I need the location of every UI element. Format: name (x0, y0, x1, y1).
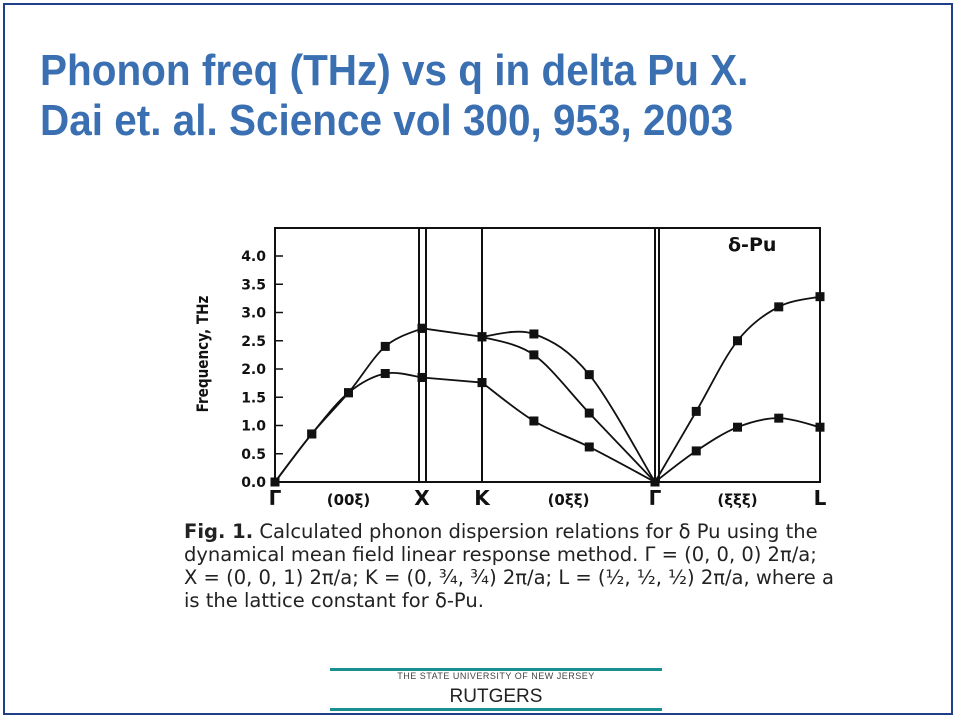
logo-bottom-rule (330, 708, 662, 711)
x-tick-label: (0ξξ) (548, 491, 590, 509)
data-point (691, 446, 701, 456)
dispersion-branch-2-2 (481, 381, 656, 483)
data-point (774, 413, 784, 423)
x-tick-label: X (414, 486, 430, 510)
caption-text: Calculated phonon dispersion relations f… (184, 520, 834, 612)
data-point (774, 302, 784, 312)
data-point (691, 406, 701, 416)
data-point (733, 336, 742, 346)
figure-caption: Fig. 1. Calculated phonon dispersion rel… (184, 520, 834, 612)
x-tick-label: (ξξξ) (717, 491, 757, 509)
data-point (529, 350, 539, 360)
rutgers-logo: THE STATE UNIVERSITY OF NEW JERSEY RUTGE… (330, 668, 662, 712)
data-point (417, 372, 427, 382)
logo-university-line: THE STATE UNIVERSITY OF NEW JERSEY (397, 671, 595, 681)
phonon-dispersion-chart: 4.0 3.5 3.0 2.5 2.0 1.5 1.0 0.5 0.0 Frequency, TH… (194, 227, 827, 510)
data-point (477, 378, 487, 388)
slide-title-line-1: Phonon freq (THz) vs q in delta Pu X. (40, 46, 749, 95)
y-tick-label: 0.0 (241, 475, 266, 491)
logo-top-rule (330, 668, 662, 671)
data-point (344, 388, 353, 398)
data-point (815, 292, 825, 302)
data-point (529, 329, 539, 339)
y-tick-label: 0.5 (241, 447, 266, 463)
data-point (529, 416, 539, 426)
plot-frame (274, 227, 821, 483)
x-tick-label: L (814, 486, 827, 510)
dispersion-branch-0-0 (274, 327, 423, 483)
data-point (380, 341, 390, 351)
x-tick-label: (00ξ) (327, 491, 370, 509)
dispersion-branch-1-0 (421, 327, 483, 338)
data-point (477, 332, 487, 342)
x-tick-label: Γ (269, 486, 282, 510)
data-point (733, 422, 742, 432)
y-axis-label: Frequency, THz (194, 296, 212, 413)
x-tick-label: Γ (649, 486, 662, 510)
y-tick-label: 4.0 (241, 249, 266, 265)
data-point (417, 323, 427, 333)
y-tick-label: 3.5 (241, 277, 266, 293)
data-point (584, 442, 594, 452)
y-tick-label: 3.0 (241, 306, 266, 322)
dispersion-branch-2-0 (481, 330, 656, 483)
y-tick-label: 2.0 (241, 362, 266, 378)
y-tick-label: 2.5 (241, 334, 266, 350)
x-tick-label: K (474, 486, 491, 510)
chart-annotation: δ-Pu (728, 234, 776, 256)
data-point (270, 477, 280, 487)
caption-lead: Fig. 1. (184, 520, 254, 543)
y-tick-label: 1.5 (241, 390, 266, 406)
data-point (584, 408, 594, 418)
data-point (307, 429, 317, 439)
y-tick-label: 1.0 (241, 419, 266, 435)
dispersion-branch-2-1 (481, 335, 656, 483)
logo-name: RUTGERS (449, 686, 543, 707)
data-point (380, 369, 390, 379)
slide-title: Phonon freq (THz) vs q in delta Pu X. Da… (40, 46, 859, 146)
dispersion-branch-3-0 (654, 295, 821, 483)
data-point (650, 477, 660, 487)
slide-frame (3, 3, 953, 715)
slide-title-line-2: Dai et. al. Science vol 300, 953, 2003 (40, 96, 734, 145)
data-point (815, 422, 825, 432)
dispersion-branch-1-1 (421, 376, 483, 384)
data-point (584, 370, 594, 380)
